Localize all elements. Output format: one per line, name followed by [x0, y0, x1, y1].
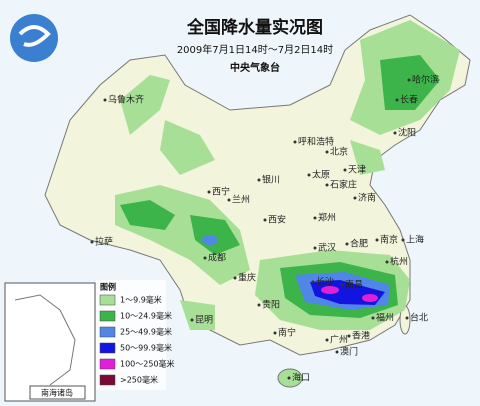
city-label: 济南	[358, 192, 376, 204]
legend-swatch	[99, 326, 116, 338]
city-label: 贵阳	[262, 299, 280, 311]
city-label: 台北	[410, 312, 428, 324]
city-dot	[335, 350, 339, 354]
city-label: 南宁	[278, 327, 296, 339]
city-dot	[190, 318, 194, 322]
city-dot	[311, 280, 315, 284]
city-label: 香港	[352, 330, 370, 342]
rain-areas	[115, 20, 460, 330]
city-dot	[345, 242, 349, 246]
city-label: 南昌	[345, 279, 363, 291]
legend-label: 50～99.9毫米	[120, 343, 172, 353]
city-dot	[325, 338, 329, 342]
legend: 1～9.9毫米 10～24.9毫米 25～49.9毫米 50～99.9毫米 100～25…	[99, 294, 175, 386]
city-dot	[227, 198, 231, 202]
inset-label: 南海诸岛	[41, 388, 73, 398]
legend-swatch	[99, 358, 116, 370]
inset-label-box	[29, 385, 86, 400]
city-label: 昆明	[195, 315, 213, 326]
legend-label: 25～49.9毫米	[120, 327, 172, 337]
city-dot	[375, 238, 379, 242]
city-dot	[257, 178, 261, 182]
city-dot	[273, 331, 277, 335]
city-label: 成都	[208, 252, 226, 264]
city-dot	[325, 183, 329, 187]
city-label: 太原	[312, 169, 330, 181]
city-dot	[103, 98, 107, 102]
legend-label: >250毫米	[120, 375, 158, 385]
city-label: 澳门	[340, 346, 358, 358]
city-label: 广州	[330, 334, 348, 346]
city-dot	[343, 168, 347, 172]
city-label: 北京	[330, 146, 348, 158]
legend-swatch	[99, 294, 116, 306]
legend-swatch	[99, 342, 116, 354]
city-label: 西宁	[212, 186, 230, 198]
city-label: 呼和浩特	[298, 136, 334, 148]
city-dot	[371, 316, 375, 320]
city-label: 重庆	[238, 272, 256, 284]
city-label: 银川	[262, 174, 280, 186]
city-dot	[257, 303, 261, 307]
city-dot	[325, 150, 329, 154]
city-label: 上海	[406, 234, 424, 246]
city-label: 天津	[348, 165, 366, 176]
legend-label: 1～9.9毫米	[120, 295, 162, 305]
city-dot	[353, 196, 357, 200]
city-dot	[293, 140, 297, 144]
city-label: 南京	[380, 234, 398, 246]
inset-coast	[14, 294, 76, 386]
city-label: 福州	[376, 312, 394, 324]
city-label: 乌鲁木齐	[108, 94, 144, 106]
city-label: 长沙	[316, 276, 334, 288]
city-dot	[233, 276, 237, 280]
legend-swatch	[99, 310, 116, 322]
city-dot	[287, 376, 291, 380]
city-label: 海口	[292, 372, 310, 384]
city-dot	[405, 316, 409, 320]
subtitle: 2009年7月1日14时～7月2日14时	[177, 43, 333, 56]
city-dot	[90, 240, 94, 244]
city-dot	[207, 190, 211, 194]
city-label: 杭州	[390, 256, 408, 268]
legend-title: 图例	[100, 282, 116, 292]
city-label: 郑州	[318, 212, 336, 224]
inset-box	[4, 282, 96, 402]
city-dot	[401, 238, 405, 242]
city-label: 兰州	[232, 194, 250, 206]
issuer: 中央气象台	[230, 61, 280, 74]
city-dot	[203, 256, 207, 260]
city-dot	[307, 173, 311, 177]
city-dot	[385, 260, 389, 264]
city-label: 拉萨	[95, 236, 113, 248]
legend-swatch	[99, 374, 116, 386]
city-label: 石家庄	[330, 179, 357, 191]
city-dot	[263, 218, 267, 222]
city-dot	[393, 131, 397, 135]
city-dot	[407, 78, 411, 82]
legend-label: 10～24.9毫米	[120, 311, 172, 321]
legend-label: 100～250毫米	[120, 359, 175, 369]
title: 全国降水量实况图	[186, 17, 323, 38]
city-dot	[313, 246, 317, 250]
city-dot	[347, 334, 351, 338]
city-label: 哈尔滨	[412, 74, 439, 86]
city-label: 武汉	[318, 242, 336, 254]
city-label: 合肥	[350, 238, 368, 250]
city-label: 长春	[400, 94, 418, 106]
city-label: 沈阳	[398, 127, 416, 139]
city-dot	[395, 98, 399, 102]
city-label: 西安	[268, 214, 286, 226]
city-dot	[340, 283, 344, 287]
city-dot	[313, 216, 317, 220]
logo	[10, 14, 58, 62]
